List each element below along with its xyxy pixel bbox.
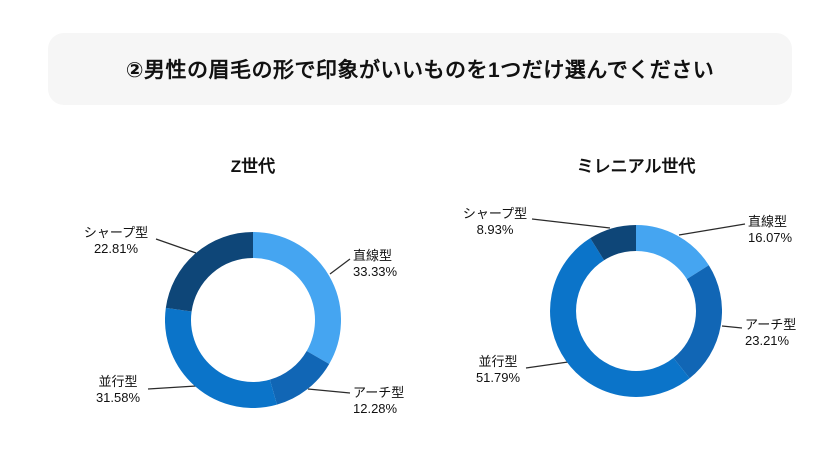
chart-title-millennial: ミレニアル世代 [576,157,696,176]
donut-chart-millennial [550,225,722,397]
slice-label-value: 33.33% [353,263,398,279]
slice-label-name: 並行型 [478,354,518,369]
leader-line [721,325,743,329]
slice-label-sharp: シャープ型 8.93% [440,206,550,237]
chart-title-gen-z: Z世代 [230,157,276,176]
slice-label-value: 22.81% [93,240,139,256]
title-banner: ②男性の眉毛の形で印象がいいものを1つだけ選んでください [48,33,792,105]
donut-segment-2 [165,307,277,408]
donut-segment-3 [165,232,254,313]
slice-label-value: 12.28% [353,400,398,416]
slice-label-name: アーチ型 [353,385,405,400]
slice-label-straight: 直線型 16.07% [748,214,828,245]
donut-segment-2 [550,238,690,397]
slice-label-name: アーチ型 [745,317,797,332]
slice-label-arch: アーチ型 12.28% [353,385,433,416]
donut-chart-gen-z [165,232,341,408]
page-title: ②男性の眉毛の形で印象がいいものを1つだけ選んでください [125,59,715,82]
donut-segment-0 [252,232,341,364]
slice-label-straight: 直線型 33.33% [353,248,433,279]
donut-segment-1 [673,265,722,379]
slice-label-name: 並行型 [98,374,138,389]
slice-label-value: 16.07% [748,229,793,245]
slice-label-name: 直線型 [748,214,788,229]
slice-label-arch: アーチ型 23.21% [745,317,825,348]
slice-label-parallel: 並行型 51.79% [448,354,548,385]
donut-segment-3 [590,225,637,261]
slice-label-name: シャープ型 [462,206,528,221]
slice-label-value: 31.58% [95,389,141,405]
slice-label-name: 直線型 [353,248,393,263]
donut-segment-0 [635,225,709,280]
slice-label-value: 51.79% [475,369,521,385]
slice-label-value: 8.93% [476,221,514,237]
donut-segment-1 [269,350,330,405]
slice-label-name: シャープ型 [83,225,149,240]
slice-label-sharp: シャープ型 22.81% [61,225,171,256]
slice-label-parallel: 並行型 31.58% [68,374,168,405]
slice-label-value: 23.21% [745,332,790,348]
